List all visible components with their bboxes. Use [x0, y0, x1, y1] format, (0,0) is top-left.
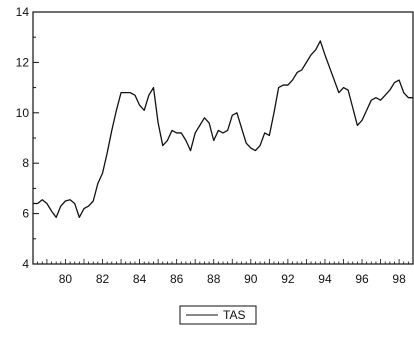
y-tick-label: 4 — [22, 257, 29, 271]
x-axis: 80 82 84 86 88 90 92 94 96 98 — [32, 259, 414, 286]
x-tick-label: 82 — [96, 272, 110, 286]
x-tick-label: 94 — [318, 272, 332, 286]
y-tick-label: 12 — [16, 55, 30, 69]
x-tick-label: 84 — [133, 272, 147, 286]
y-tick-label: 10 — [16, 106, 30, 120]
y-tick-label: 6 — [22, 207, 29, 221]
x-tick-label: 80 — [59, 272, 73, 286]
y-tick-label: 8 — [22, 156, 29, 170]
y-tick-label: 14 — [16, 5, 30, 19]
x-tick-label: 96 — [355, 272, 369, 286]
x-tick-label: 90 — [244, 272, 258, 286]
x-tick-label: 88 — [207, 272, 221, 286]
legend: TAS — [179, 305, 257, 325]
x-tick-label: 98 — [392, 272, 406, 286]
series-layer — [33, 40, 413, 219]
y-axis: 4 6 8 10 12 14 — [16, 5, 39, 271]
series-line-tas — [33, 40, 413, 219]
plot-frame — [32, 11, 414, 265]
x-tick-label: 86 — [170, 272, 184, 286]
x-tick-label: 92 — [281, 272, 295, 286]
legend-label-tas: TAS — [223, 308, 245, 322]
